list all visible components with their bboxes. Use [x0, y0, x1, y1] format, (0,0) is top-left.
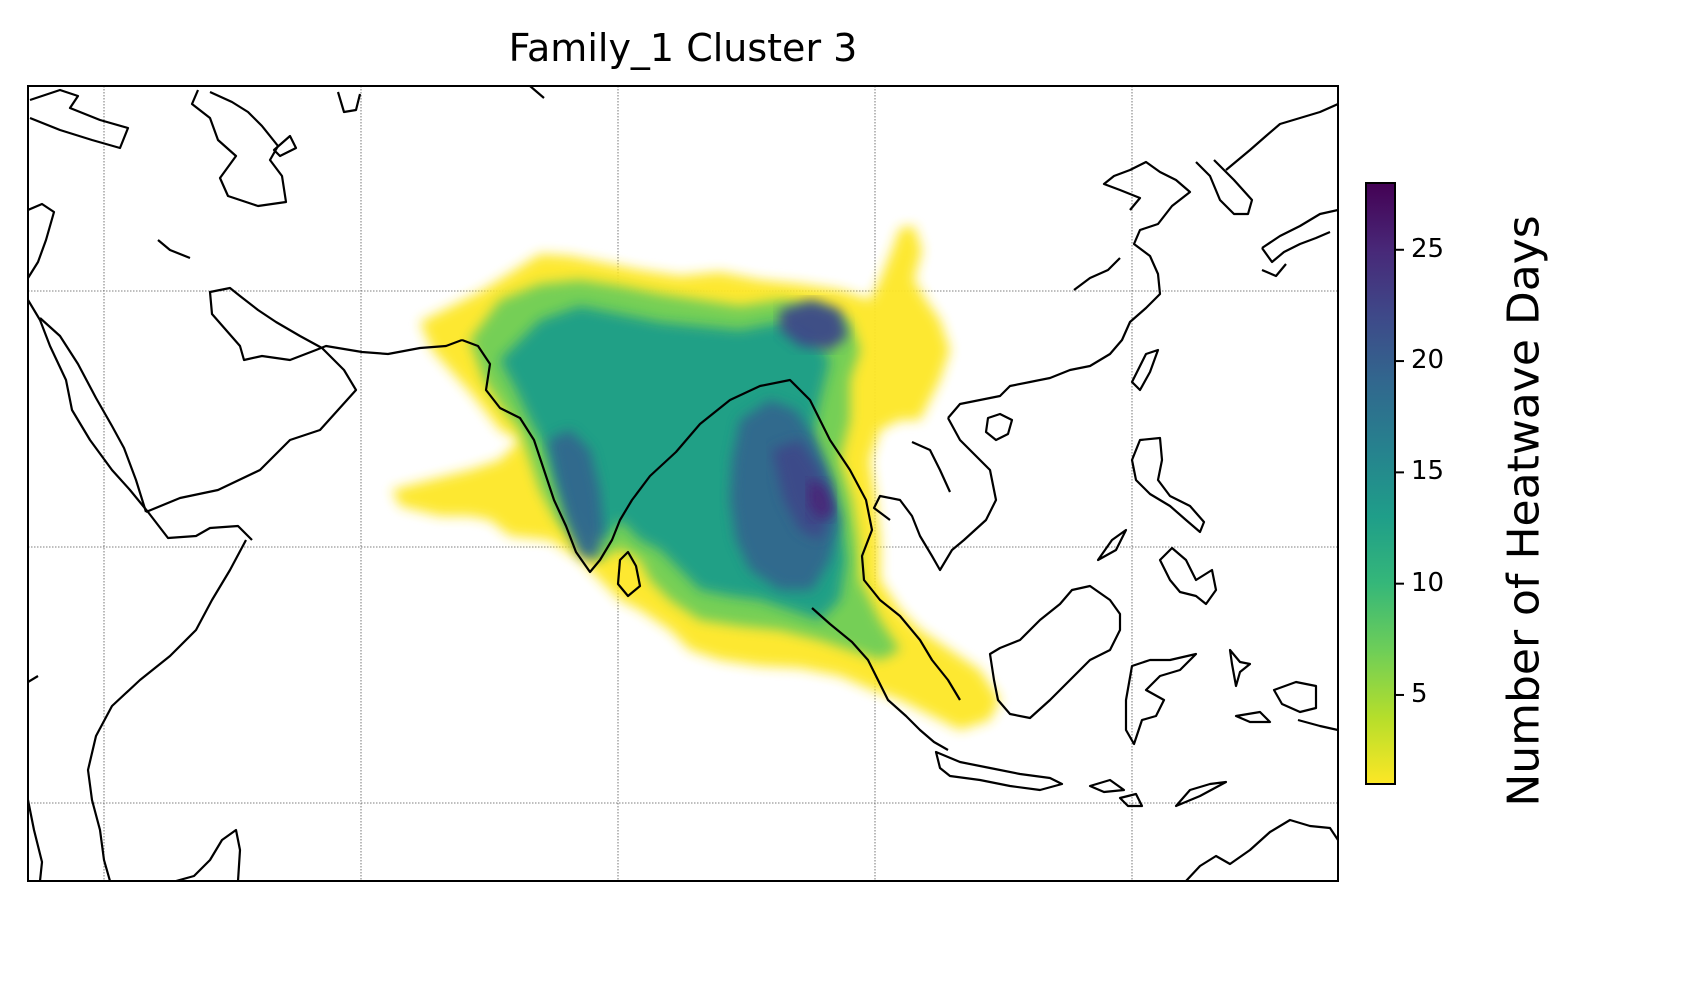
colorbar-tick-label: 15: [1411, 456, 1445, 487]
colorbar-ticks: [1395, 248, 1404, 696]
heatwave-region: [548, 430, 604, 560]
colorbar-label: Number of Heatwave Days: [1498, 215, 1550, 807]
plot-area: [27, 85, 1339, 882]
coastlines: [28, 86, 1338, 881]
colorbar: [1365, 182, 1404, 785]
heatwave-region: [780, 300, 848, 350]
colorbar-tick-label: 25: [1411, 233, 1445, 264]
plot-frame: [27, 85, 1339, 882]
colorbar-tick-label: 10: [1411, 567, 1445, 598]
colorbar-tick-label: 5: [1411, 678, 1428, 709]
heatwave-region: [808, 480, 834, 520]
colorbar-tick-label: 20: [1411, 345, 1445, 376]
heatwave-field: [392, 226, 1000, 730]
map-title: Family_1 Cluster 3: [508, 26, 858, 70]
colorbar-fill: [1365, 182, 1396, 785]
